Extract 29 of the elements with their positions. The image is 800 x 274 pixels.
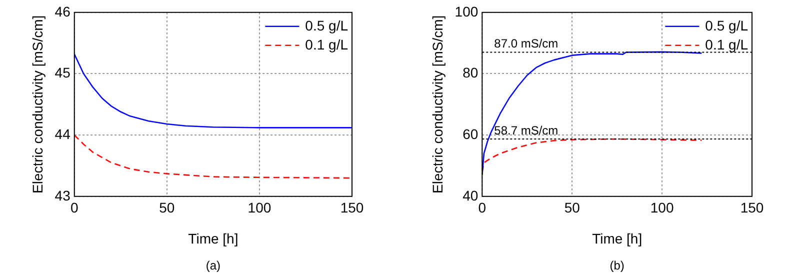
legend-label: 0.5 g/L [705,17,748,34]
x-tick-label: 0 [478,200,486,216]
x-tick-label: 100 [248,200,272,216]
x-tick-label: 0 [70,200,78,216]
x-axis-title: Time [h] [592,230,642,246]
x-tick-label: 150 [340,200,364,216]
x-tick-label: 150 [740,200,764,216]
y-tick-label: 46 [54,3,71,20]
x-tick-label: 50 [159,200,175,216]
y-tick-label: 100 [454,3,478,20]
x-axis-title: Time [h] [188,230,238,246]
y-tick-label: 60 [462,126,478,142]
x-tick-label: 50 [564,200,580,216]
legend-label: 0.1 g/L [705,36,748,52]
y-tick-label: 80 [462,64,478,81]
x-tick-label: 100 [650,200,674,216]
ref-line-label: 87.0 mS/cm [494,36,558,51]
y-axis-title: Electric conductivity [mS/cm] [429,15,446,194]
legend-label: 0.1 g/L [305,36,348,52]
text: (a) [206,258,221,272]
y-tick-label: 40 [462,187,478,204]
line-series [74,134,352,179]
y-axis-title: Electric conductivity [mS/cm] [29,15,46,194]
text: (b) [610,258,624,272]
legend-label: 0.5 g/L [305,17,348,34]
ref-line-label: 58.7 mS/cm [494,123,558,138]
y-tick-label: 45 [54,64,71,81]
y-tick-label: 43 [54,187,71,204]
y-tick-label: 44 [54,126,71,142]
